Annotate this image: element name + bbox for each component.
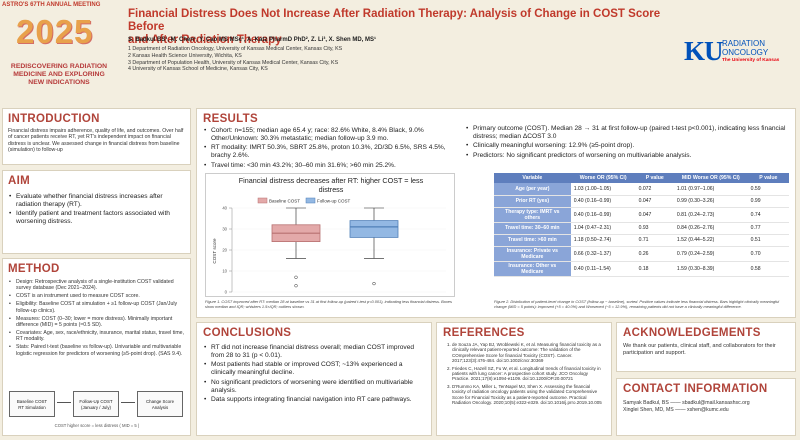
- results-item: Clinically meaningful worsening: 12.9% (…: [465, 142, 790, 150]
- references-title: REFERENCES: [443, 327, 525, 339]
- study-flow-diagram: Baseline COST RT Simulation Follow-Up COS…: [7, 385, 187, 433]
- ku-logo: KU RADIATION ONCOLOGY The University of …: [684, 36, 780, 66]
- results-item: Predictors: No significant predictors of…: [465, 152, 790, 160]
- aim-title: AIM: [8, 175, 30, 187]
- boxplot-chart: Financial distress decreases after RT: h…: [212, 176, 446, 295]
- boxplot-figure: Financial distress decreases after RT: h…: [205, 173, 455, 297]
- table-row: Insurance: Private vs Medicare 0.66 (0.32…: [494, 246, 789, 262]
- legend-label: Follow-up COST: [317, 199, 351, 204]
- table-header: Worse OR (95% CI): [570, 173, 636, 183]
- flow-box-analysis: Change Score Analysis: [137, 391, 183, 417]
- box-followup: [349, 220, 399, 238]
- method-item: Stats: Paired t-test (baseline vs follow…: [8, 344, 185, 357]
- table-row: Travel time: 30–60 min 1.04 (0.47–2.31) 0.…: [494, 222, 789, 235]
- conclusions-title: CONCLUSIONS: [203, 327, 292, 339]
- table-row: Prior RT (yes) 0.40 (0.16–0.99) 0.047 0.99 …: [494, 195, 789, 208]
- aim-section: AIM Evaluate whether financial distress …: [2, 170, 191, 254]
- y-tick-label: 40: [222, 206, 227, 211]
- conclusion-item: Data supports integrating financial navi…: [203, 396, 425, 404]
- introduction-text: Financial distress impairs adherence, qu…: [8, 128, 184, 154]
- conclusion-item: RT did not increase financial distress o…: [203, 344, 425, 360]
- affiliations: 1 Department of Radiation Oncology, Univ…: [128, 46, 343, 73]
- y-axis-label: COST score: [212, 238, 217, 264]
- table-row: Travel time: >60 min 1.18 (0.50–2.74) 0.71…: [494, 234, 789, 247]
- acknowledgements-section: ACKNOWLEDGEMENTS We thank our patients, …: [616, 322, 796, 372]
- acknowledgements-text: We thank our patients, clinical staff, a…: [623, 343, 776, 356]
- reference-item: D'Rummo KA, Miller L, TenNapel MJ, Shen …: [452, 384, 605, 406]
- chart-title: Financial distress decreases after RT: h…: [239, 176, 424, 185]
- legend-label: Baseline COST: [269, 199, 300, 204]
- chart-title-2: distress: [319, 185, 344, 194]
- legend-swatch-baseline: [257, 197, 268, 204]
- y-tick-label: 20: [222, 248, 227, 253]
- boxes: [271, 207, 399, 288]
- flow-box-followup: Follow-Up COST (January / July): [73, 391, 119, 417]
- outlier-point: [294, 275, 298, 279]
- poster-title: Financial Distress Does Not Increase Aft…: [128, 8, 661, 46]
- introduction-section: INTRODUCTION Financial distress impairs …: [2, 108, 191, 165]
- table-header: MID Worse OR (95% CI): [673, 173, 748, 183]
- method-item: Design: Retrospective analysis of a sing…: [8, 279, 185, 292]
- method-section: METHOD Design: Retrospective analysis of…: [2, 258, 191, 436]
- meeting-logo: ASTRO'S 67TH ANNUAL MEETING 2025 REDISCO…: [0, 0, 118, 100]
- aim-item: Identify patient and treatment factors a…: [8, 210, 185, 226]
- table-header: P value: [635, 173, 674, 183]
- introduction-title: INTRODUCTION: [8, 113, 100, 125]
- contact-line: Samyak Badkul, BS —— sbadkul@mail.kansas…: [623, 400, 750, 406]
- results-item: Primary outcome (COST). Median 28 → 31 a…: [465, 125, 790, 141]
- regression-table: Variable Worse OR (95% CI) P value MID W…: [494, 173, 789, 277]
- flow-caption: COST higher score = less distress ( MID …: [54, 423, 140, 428]
- results-item: Travel time: <30 min 43.2%; 30–60 min 31…: [203, 162, 458, 170]
- results-item: Cohort: n=155; median age 65.4 y; race: …: [203, 127, 458, 143]
- contact-title: CONTACT INFORMATION: [623, 383, 768, 395]
- figure2-caption: Figure 2. Distribution of patient-level …: [494, 299, 780, 309]
- meeting-banner: ASTRO'S 67TH ANNUAL MEETING: [2, 2, 101, 8]
- ku-mark: KU: [684, 36, 723, 66]
- aim-item: Evaluate whether financial distress incr…: [8, 193, 185, 209]
- method-title: METHOD: [8, 263, 60, 275]
- arrow-icon: [57, 402, 71, 403]
- acknowledgements-title: ACKNOWLEDGEMENTS: [623, 327, 761, 339]
- results-section: RESULTS Cohort: n=155; median age 65.4 y…: [196, 108, 796, 318]
- y-ticks: 0 10 20 30 40: [222, 206, 446, 295]
- table-header: Variable: [494, 173, 571, 183]
- table-header: P value: [747, 173, 789, 183]
- results-item: RT modality: IMRT 50.3%, SBRT 25.8%, pro…: [203, 144, 458, 160]
- author-list: S. Badkul BS¹, M. Chen¹, Y. Cao MS MSc¹,…: [128, 37, 377, 43]
- figure1-caption: Figure 1. COST improved after RT: median…: [205, 299, 452, 309]
- reference-item: de Souza JA, Yap BJ, Wroblewski K, et al…: [452, 342, 605, 364]
- method-item: COST is an instrument used to measure CO…: [8, 293, 185, 300]
- table-row: Insurance: Other vs Medicare 0.40 (0.11–1…: [494, 261, 789, 277]
- conclusion-item: No significant predictors of worsening w…: [203, 379, 425, 395]
- method-item: Covariates: Age, sex, race/ethnicity, in…: [8, 330, 185, 343]
- method-item: Measures: COST (0–30; lower = more distr…: [8, 316, 185, 329]
- table-row: Therapy type: IMRT vs others 0.40 (0.16–0…: [494, 207, 789, 223]
- y-tick-label: 0: [225, 290, 228, 295]
- conclusion-item: Most patients had stable or improved COS…: [203, 361, 425, 377]
- flow-box-baseline: Baseline COST RT Simulation: [9, 391, 55, 417]
- outlier-point: [294, 284, 298, 288]
- arrow-icon: [121, 402, 135, 403]
- outlier-point: [372, 281, 376, 286]
- method-item: Eligibility: Baseline COST at simulation…: [8, 301, 185, 314]
- legend-swatch-followup: [305, 197, 316, 204]
- reference-item: Friedes C, Hazell SZ, Fu W, et al. Longi…: [452, 366, 605, 382]
- contact-section: CONTACT INFORMATION Samyak Badkul, BS ——…: [616, 378, 796, 436]
- table-row: Age (per year) 1.03 (1.00–1.05) 0.072 1.01 …: [494, 183, 789, 196]
- conclusions-section: CONCLUSIONS RT did not increase financia…: [196, 322, 432, 436]
- references-section: REFERENCES de Souza JA, Yap BJ, Wroblews…: [436, 322, 612, 436]
- meeting-year: 2025: [16, 13, 94, 50]
- y-tick-label: 30: [222, 227, 227, 232]
- results-title: RESULTS: [203, 113, 258, 125]
- y-tick-label: 10: [222, 269, 227, 274]
- meeting-tagline: REDISCOVERING RADIATION MEDICINE AND EXP…: [10, 63, 108, 86]
- contact-line: Xinglei Shen, MD, MS —— xshen@kumc.edu: [623, 407, 729, 413]
